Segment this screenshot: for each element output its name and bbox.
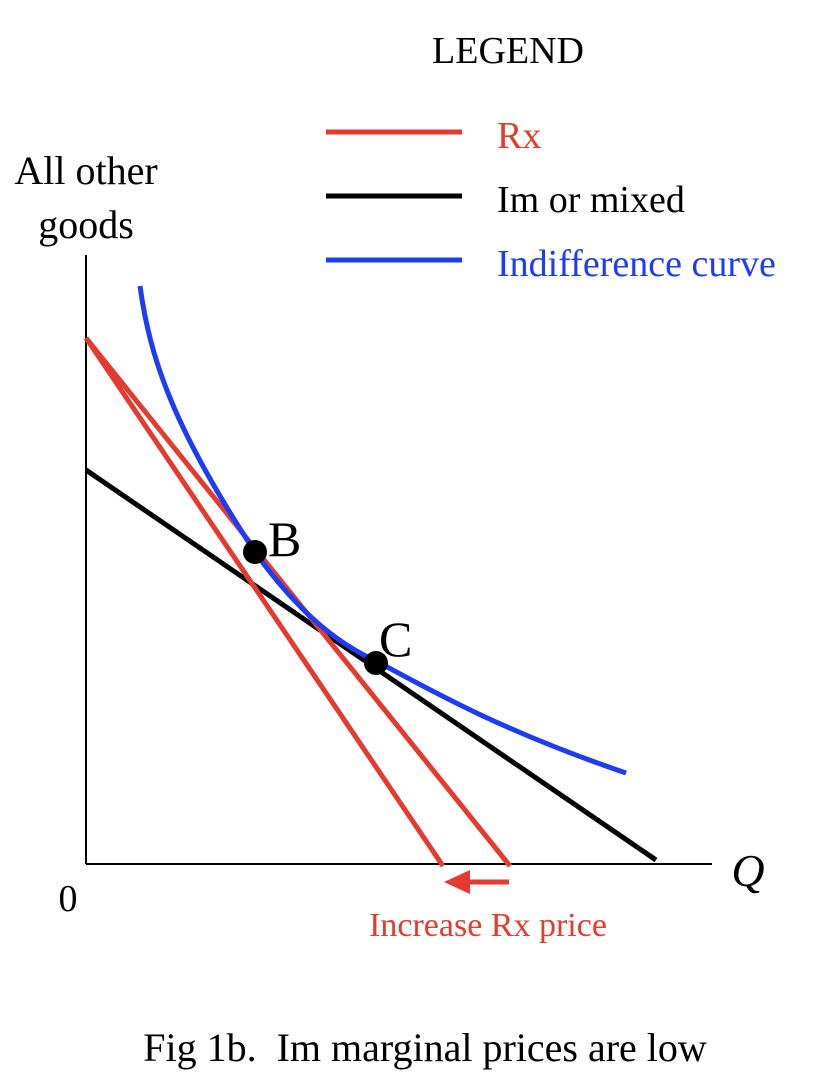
rx-budget-line-price-increase bbox=[83, 336, 446, 868]
increase-price-arrow-head bbox=[444, 870, 470, 894]
origin-label: 0 bbox=[59, 878, 78, 920]
y-axis-label-line2: goods bbox=[38, 202, 134, 247]
legend-rx-label: Rx bbox=[497, 115, 541, 157]
point-c-marker bbox=[364, 651, 388, 675]
legend-title: LEGEND bbox=[432, 30, 584, 72]
point-b-label: B bbox=[268, 511, 301, 567]
indifference-curve bbox=[137, 285, 627, 776]
y-axis-label-line1: All other bbox=[14, 148, 157, 193]
x-axis-label: Q bbox=[731, 845, 764, 896]
point-c-label: C bbox=[379, 611, 412, 667]
figure-caption: Fig 1b. Im marginal prices are low bbox=[143, 1025, 707, 1070]
increase-price-annotation: Increase Rx price bbox=[369, 907, 607, 944]
legend-im-label: Im or mixed bbox=[497, 179, 685, 221]
legend-indifference-label: Indifference curve bbox=[497, 243, 776, 285]
point-b-marker bbox=[243, 540, 267, 564]
